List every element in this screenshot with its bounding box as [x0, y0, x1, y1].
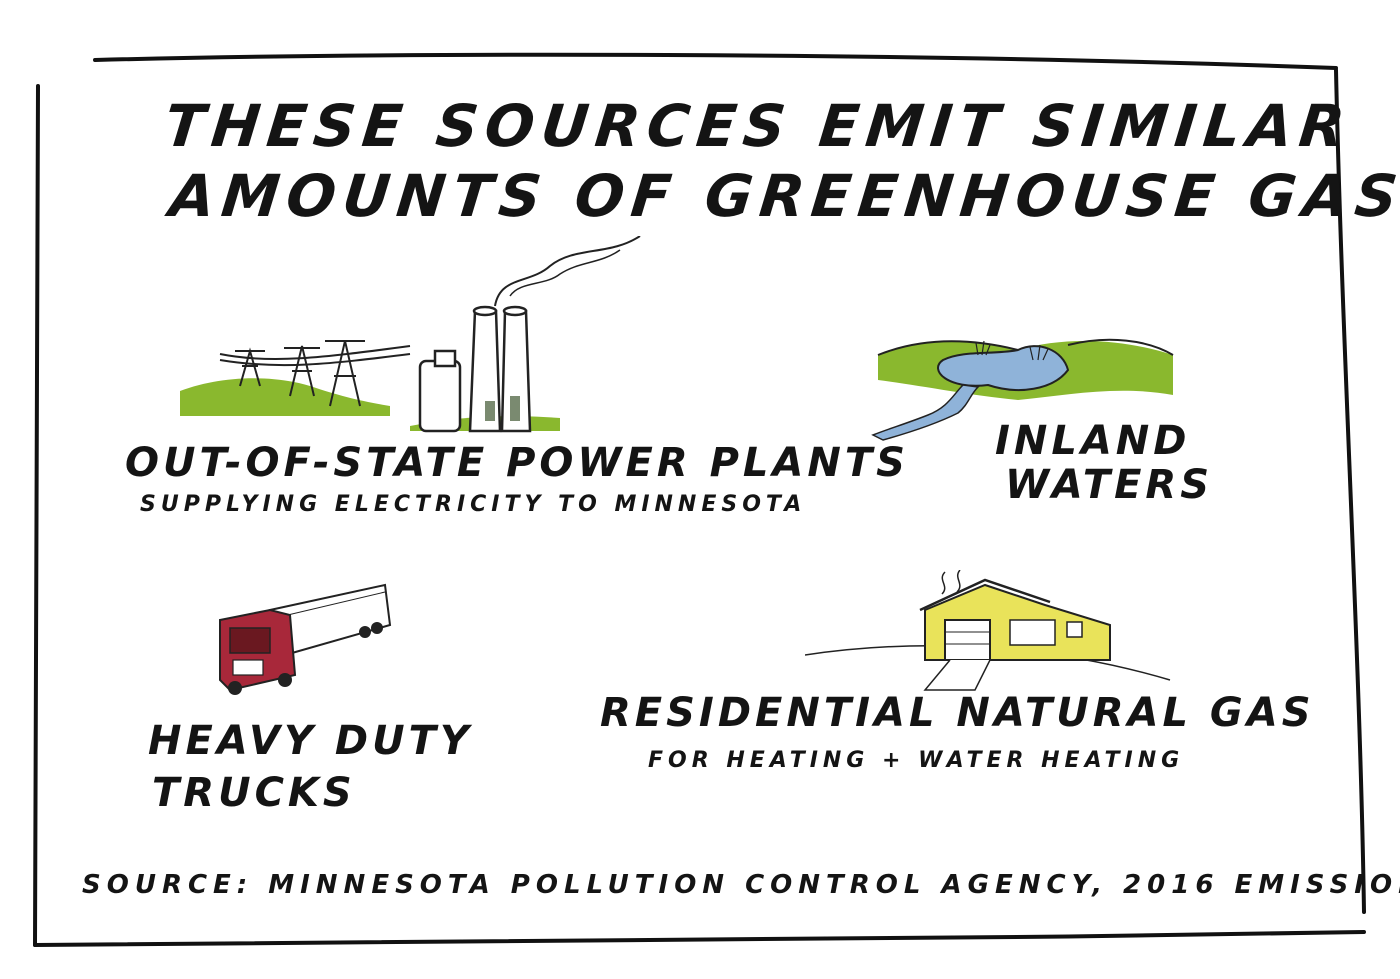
source-citation: SOURCE: MINNESOTA POLLUTION CONTROL AGEN… — [82, 870, 1400, 900]
title-line-2: AMOUNTS OF GREENHOUSE GASES — [166, 162, 1400, 230]
residential-gas-label: RESIDENTIAL NATURAL GAS — [600, 690, 1315, 736]
power-plants-label: OUT-OF-STATE POWER PLANTS — [125, 440, 909, 486]
residential-gas-sublabel: FOR HEATING + WATER HEATING — [648, 748, 1185, 773]
power-plant-icon — [180, 236, 641, 433]
inland-waters-label-2: WATERS — [1005, 462, 1214, 508]
trucks-label-1: HEAVY DUTY — [148, 718, 473, 764]
inland-waters-label-1: INLAND — [995, 418, 1191, 464]
lake-icon — [871, 338, 1174, 441]
title-line-1: THESE SOURCES EMIT SIMILAR — [161, 92, 1355, 160]
truck-icon — [219, 583, 392, 695]
house-icon — [805, 570, 1171, 691]
trucks-label-2: TRUCKS — [152, 770, 356, 816]
power-plants-sublabel: SUPPLYING ELECTRICITY TO MINNESOTA — [140, 492, 807, 517]
